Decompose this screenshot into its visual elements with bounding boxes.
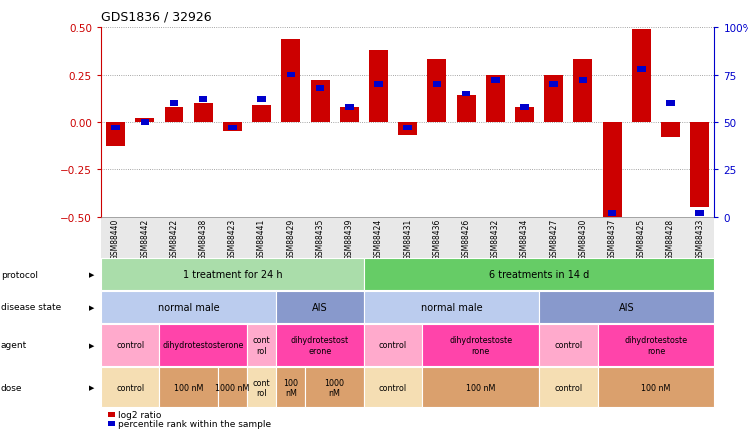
Text: dihydrotestost
erone: dihydrotestost erone <box>291 335 349 355</box>
Bar <box>545 76 563 122</box>
Bar <box>550 82 558 88</box>
Bar <box>491 78 500 84</box>
Bar <box>340 108 359 122</box>
Bar <box>369 51 388 122</box>
Bar <box>661 122 680 138</box>
Text: control: control <box>554 341 583 349</box>
Text: percentile rank within the sample: percentile rank within the sample <box>118 419 272 427</box>
Text: dihydrotestoste
rone: dihydrotestoste rone <box>625 335 687 355</box>
Text: dihydrotestosterone: dihydrotestosterone <box>162 341 244 349</box>
Bar <box>286 72 295 78</box>
Bar <box>257 97 266 103</box>
Text: agent: agent <box>1 341 27 349</box>
Text: control: control <box>379 383 407 392</box>
Bar <box>316 86 325 92</box>
Bar <box>165 108 183 122</box>
Text: protocol: protocol <box>1 270 37 279</box>
Bar <box>574 60 592 122</box>
Bar <box>170 101 178 107</box>
Bar <box>135 119 154 122</box>
Bar <box>515 108 534 122</box>
Bar <box>403 125 412 131</box>
Text: dihydrotestoste
rone: dihydrotestoste rone <box>449 335 512 355</box>
Bar <box>310 81 330 122</box>
Text: dose: dose <box>1 383 22 392</box>
Text: AIS: AIS <box>312 302 328 312</box>
Bar <box>374 82 383 88</box>
Bar <box>666 101 675 107</box>
Text: control: control <box>554 383 583 392</box>
Text: control: control <box>116 341 144 349</box>
Text: ▶: ▶ <box>89 304 95 310</box>
Text: cont
rol: cont rol <box>253 378 271 397</box>
Bar <box>632 30 651 122</box>
Text: 1 treatment for 24 h: 1 treatment for 24 h <box>183 270 282 279</box>
Bar <box>456 96 476 122</box>
Bar <box>690 122 709 207</box>
Bar <box>398 122 417 136</box>
Text: 1000
nM: 1000 nM <box>325 378 345 397</box>
Text: GDS1836 / 32926: GDS1836 / 32926 <box>101 11 212 24</box>
Bar <box>199 97 207 103</box>
Text: normal male: normal male <box>420 302 482 312</box>
Text: 100 nM: 100 nM <box>641 383 671 392</box>
Text: ▶: ▶ <box>89 385 95 390</box>
Bar <box>608 210 616 216</box>
Text: control: control <box>116 383 144 392</box>
Bar <box>603 122 622 217</box>
Text: cont
rol: cont rol <box>253 335 271 355</box>
Bar <box>345 105 354 110</box>
Text: ▶: ▶ <box>89 272 95 277</box>
Bar <box>427 60 447 122</box>
Bar <box>696 210 704 216</box>
Bar <box>223 122 242 132</box>
Text: normal male: normal male <box>158 302 219 312</box>
Bar <box>228 125 236 131</box>
Text: AIS: AIS <box>619 302 634 312</box>
Bar <box>637 67 646 72</box>
Text: disease state: disease state <box>1 302 61 312</box>
Bar <box>106 122 125 147</box>
Text: control: control <box>379 341 407 349</box>
Bar <box>111 125 120 131</box>
Bar <box>281 39 300 122</box>
Bar <box>520 105 529 110</box>
Bar <box>485 76 505 122</box>
Text: 100
nM: 100 nM <box>283 378 298 397</box>
Bar <box>432 82 441 88</box>
Text: 1000 nM: 1000 nM <box>215 383 250 392</box>
Bar <box>194 104 212 122</box>
Bar <box>141 120 149 125</box>
Text: 100 nM: 100 nM <box>466 383 495 392</box>
Bar <box>579 78 587 84</box>
Bar <box>252 105 271 122</box>
Text: 100 nM: 100 nM <box>174 383 203 392</box>
Text: log2 ratio: log2 ratio <box>118 410 162 419</box>
Bar <box>462 92 470 97</box>
Text: 6 treatments in 14 d: 6 treatments in 14 d <box>489 270 589 279</box>
Text: ▶: ▶ <box>89 342 95 348</box>
